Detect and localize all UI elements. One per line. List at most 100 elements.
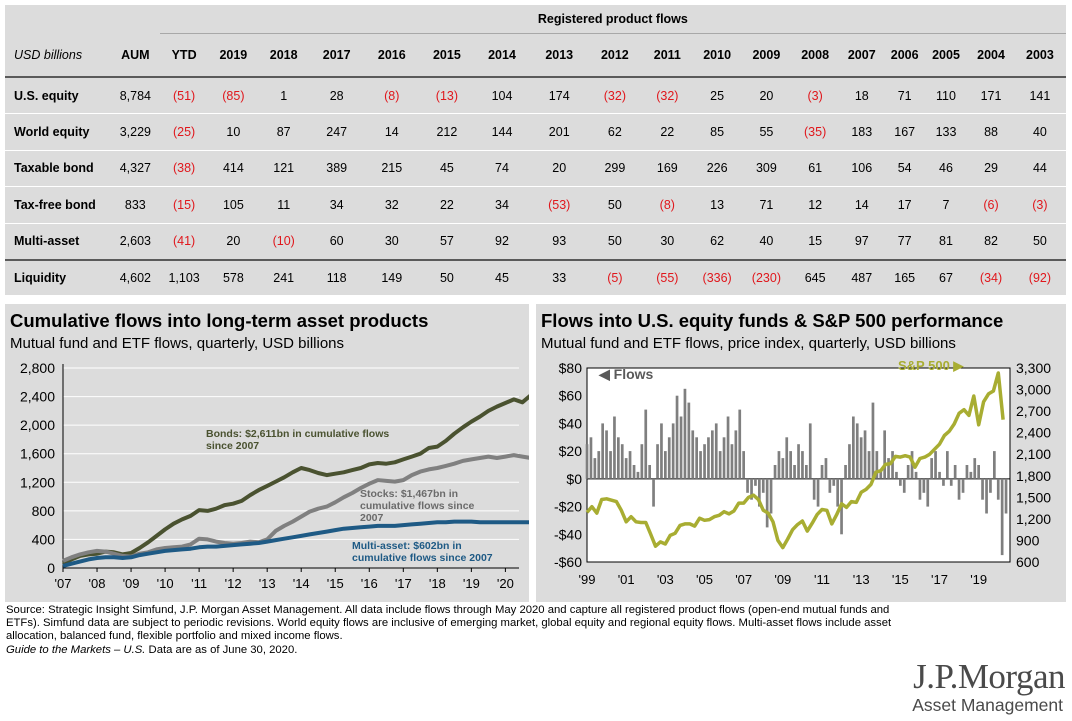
column-header: 2008 bbox=[792, 33, 838, 78]
flow-bar bbox=[946, 451, 949, 479]
table-row: U.S. equity 8,784 (51) (85) 1 28 (8) (13) 104 174… bbox=[5, 77, 1066, 114]
column-header: 2015 bbox=[419, 33, 475, 78]
row-label: Multi-asset bbox=[5, 223, 111, 260]
flow-bar bbox=[993, 451, 996, 479]
x-tick-label: '19 bbox=[463, 576, 480, 591]
table-cell: 215 bbox=[364, 150, 420, 187]
table-cell: (41) bbox=[159, 223, 209, 260]
flow-bar bbox=[863, 430, 867, 479]
flow-bar bbox=[601, 423, 604, 479]
y-left-tick-label: $60 bbox=[559, 388, 583, 404]
x-tick-label: '08 bbox=[89, 576, 106, 591]
flow-bar bbox=[597, 451, 601, 479]
table-cell: (32) bbox=[640, 77, 694, 114]
x-tick-label: '05 bbox=[696, 572, 713, 587]
x-tick-label: '13 bbox=[259, 576, 276, 591]
flow-bar bbox=[785, 437, 789, 479]
x-tick-label: '17 bbox=[395, 576, 412, 591]
column-header: 2004 bbox=[968, 33, 1014, 78]
table-cell: (15) bbox=[159, 186, 209, 224]
grid-lines bbox=[63, 367, 519, 569]
flow-bar bbox=[953, 465, 957, 479]
flow-bar bbox=[812, 478, 816, 500]
table-cell: 174 bbox=[529, 77, 589, 114]
flow-bar bbox=[761, 478, 765, 493]
x-tick-label: '12 bbox=[225, 576, 242, 591]
table-cell: 82 bbox=[968, 223, 1014, 260]
table-cell: 88 bbox=[968, 113, 1014, 151]
flow-bar bbox=[895, 471, 898, 479]
table-cell: 144 bbox=[474, 113, 530, 151]
table-cell: 29 bbox=[968, 150, 1014, 187]
y-left-tick-label: -$20 bbox=[554, 499, 582, 515]
flows-legend: ◀ Flows bbox=[598, 366, 654, 382]
y-left-tick-label: $0 bbox=[566, 471, 582, 487]
source-text: Source: Strategic Insight Simfund, J.P. … bbox=[6, 604, 892, 643]
flow-bar bbox=[726, 416, 730, 479]
flow-bar bbox=[777, 451, 781, 479]
flow-bar bbox=[652, 478, 655, 507]
y-tick-label: 400 bbox=[32, 531, 56, 547]
x-tick-label: '14 bbox=[293, 576, 310, 591]
flow-bar bbox=[746, 478, 749, 493]
table-corner-cell bbox=[5, 5, 160, 33]
table-cell: 28 bbox=[309, 77, 365, 114]
flow-bar bbox=[648, 465, 651, 479]
bonds-line bbox=[62, 394, 529, 566]
flow-bar bbox=[965, 465, 969, 479]
row-label: World equity bbox=[5, 113, 111, 151]
table-cell: 67 bbox=[923, 258, 969, 296]
y-left-tick-label: $40 bbox=[559, 415, 583, 431]
data-as-of-text: Data are as of June 30, 2020. bbox=[145, 643, 298, 656]
table-cell: 106 bbox=[837, 150, 886, 187]
table-cell: 247 bbox=[309, 113, 365, 151]
flow-bar bbox=[781, 458, 785, 479]
logo-subtitle: Asset Management bbox=[912, 695, 1063, 715]
table-cell: 167 bbox=[885, 113, 924, 151]
flow-bar bbox=[1000, 478, 1004, 556]
flow-bar bbox=[938, 471, 941, 479]
table-cell: (3) bbox=[792, 77, 838, 114]
table-cell: 87 bbox=[258, 113, 310, 151]
table-cell: 104 bbox=[474, 77, 530, 114]
table-cell: 10 bbox=[208, 113, 259, 151]
table-cell: (8) bbox=[364, 77, 420, 114]
table-row: Multi-asset 2,603 (41) 20 (10) 60 30 57 92 93 50 30… bbox=[5, 223, 1066, 260]
flow-bar bbox=[687, 402, 691, 479]
equity-flows-sp500-chart-panel: -$60 -$40 -$20 $0 $20 $40 $60 $80 600 900 1,200 1,5… bbox=[536, 304, 1066, 602]
table-cell: (13) bbox=[419, 77, 475, 114]
flow-bar bbox=[664, 451, 667, 479]
flow-bar bbox=[620, 444, 624, 479]
flow-bar bbox=[593, 458, 597, 479]
y-tick-label: 2,000 bbox=[20, 417, 55, 433]
column-header: 2005 bbox=[923, 33, 969, 78]
x-tick-label: '99 bbox=[579, 572, 596, 587]
series-annotation: Multi-asset: $602bn in cumulative flows s… bbox=[352, 540, 493, 564]
flow-bar bbox=[969, 471, 973, 479]
series-annotation: Stocks: $1,467bn in cumulative flows sinc… bbox=[360, 488, 475, 524]
x-tick-label: '11 bbox=[814, 572, 830, 587]
table-cell: 1,103 bbox=[159, 258, 209, 296]
flow-bar bbox=[902, 478, 906, 493]
flow-bar bbox=[879, 471, 883, 479]
flow-bar bbox=[801, 451, 804, 479]
table-cell: (10) bbox=[258, 223, 310, 260]
table-cell: 12 bbox=[792, 186, 838, 224]
table-cell: 71 bbox=[885, 77, 924, 114]
table-cell: 110 bbox=[923, 77, 969, 114]
multi-asset-line bbox=[62, 519, 529, 568]
flow-bar bbox=[617, 437, 620, 479]
table-header-row: USD billions AUM YTD 2019 2018 2017 2016 2015 20… bbox=[5, 33, 1066, 78]
table-cell: 149 bbox=[364, 258, 420, 296]
table-cell: 93 bbox=[529, 223, 589, 260]
table-cell: 165 bbox=[885, 258, 924, 296]
table-cell: (85) bbox=[208, 77, 259, 114]
column-header: 2011 bbox=[640, 33, 694, 78]
table-cell: 4,327 bbox=[110, 150, 160, 187]
y-tick-label: 1,200 bbox=[20, 474, 55, 490]
column-header: 2016 bbox=[364, 33, 420, 78]
table-cell: 183 bbox=[837, 113, 886, 151]
flows-bars bbox=[585, 388, 1008, 556]
flow-bar bbox=[848, 444, 851, 479]
flow-bar bbox=[793, 465, 796, 479]
